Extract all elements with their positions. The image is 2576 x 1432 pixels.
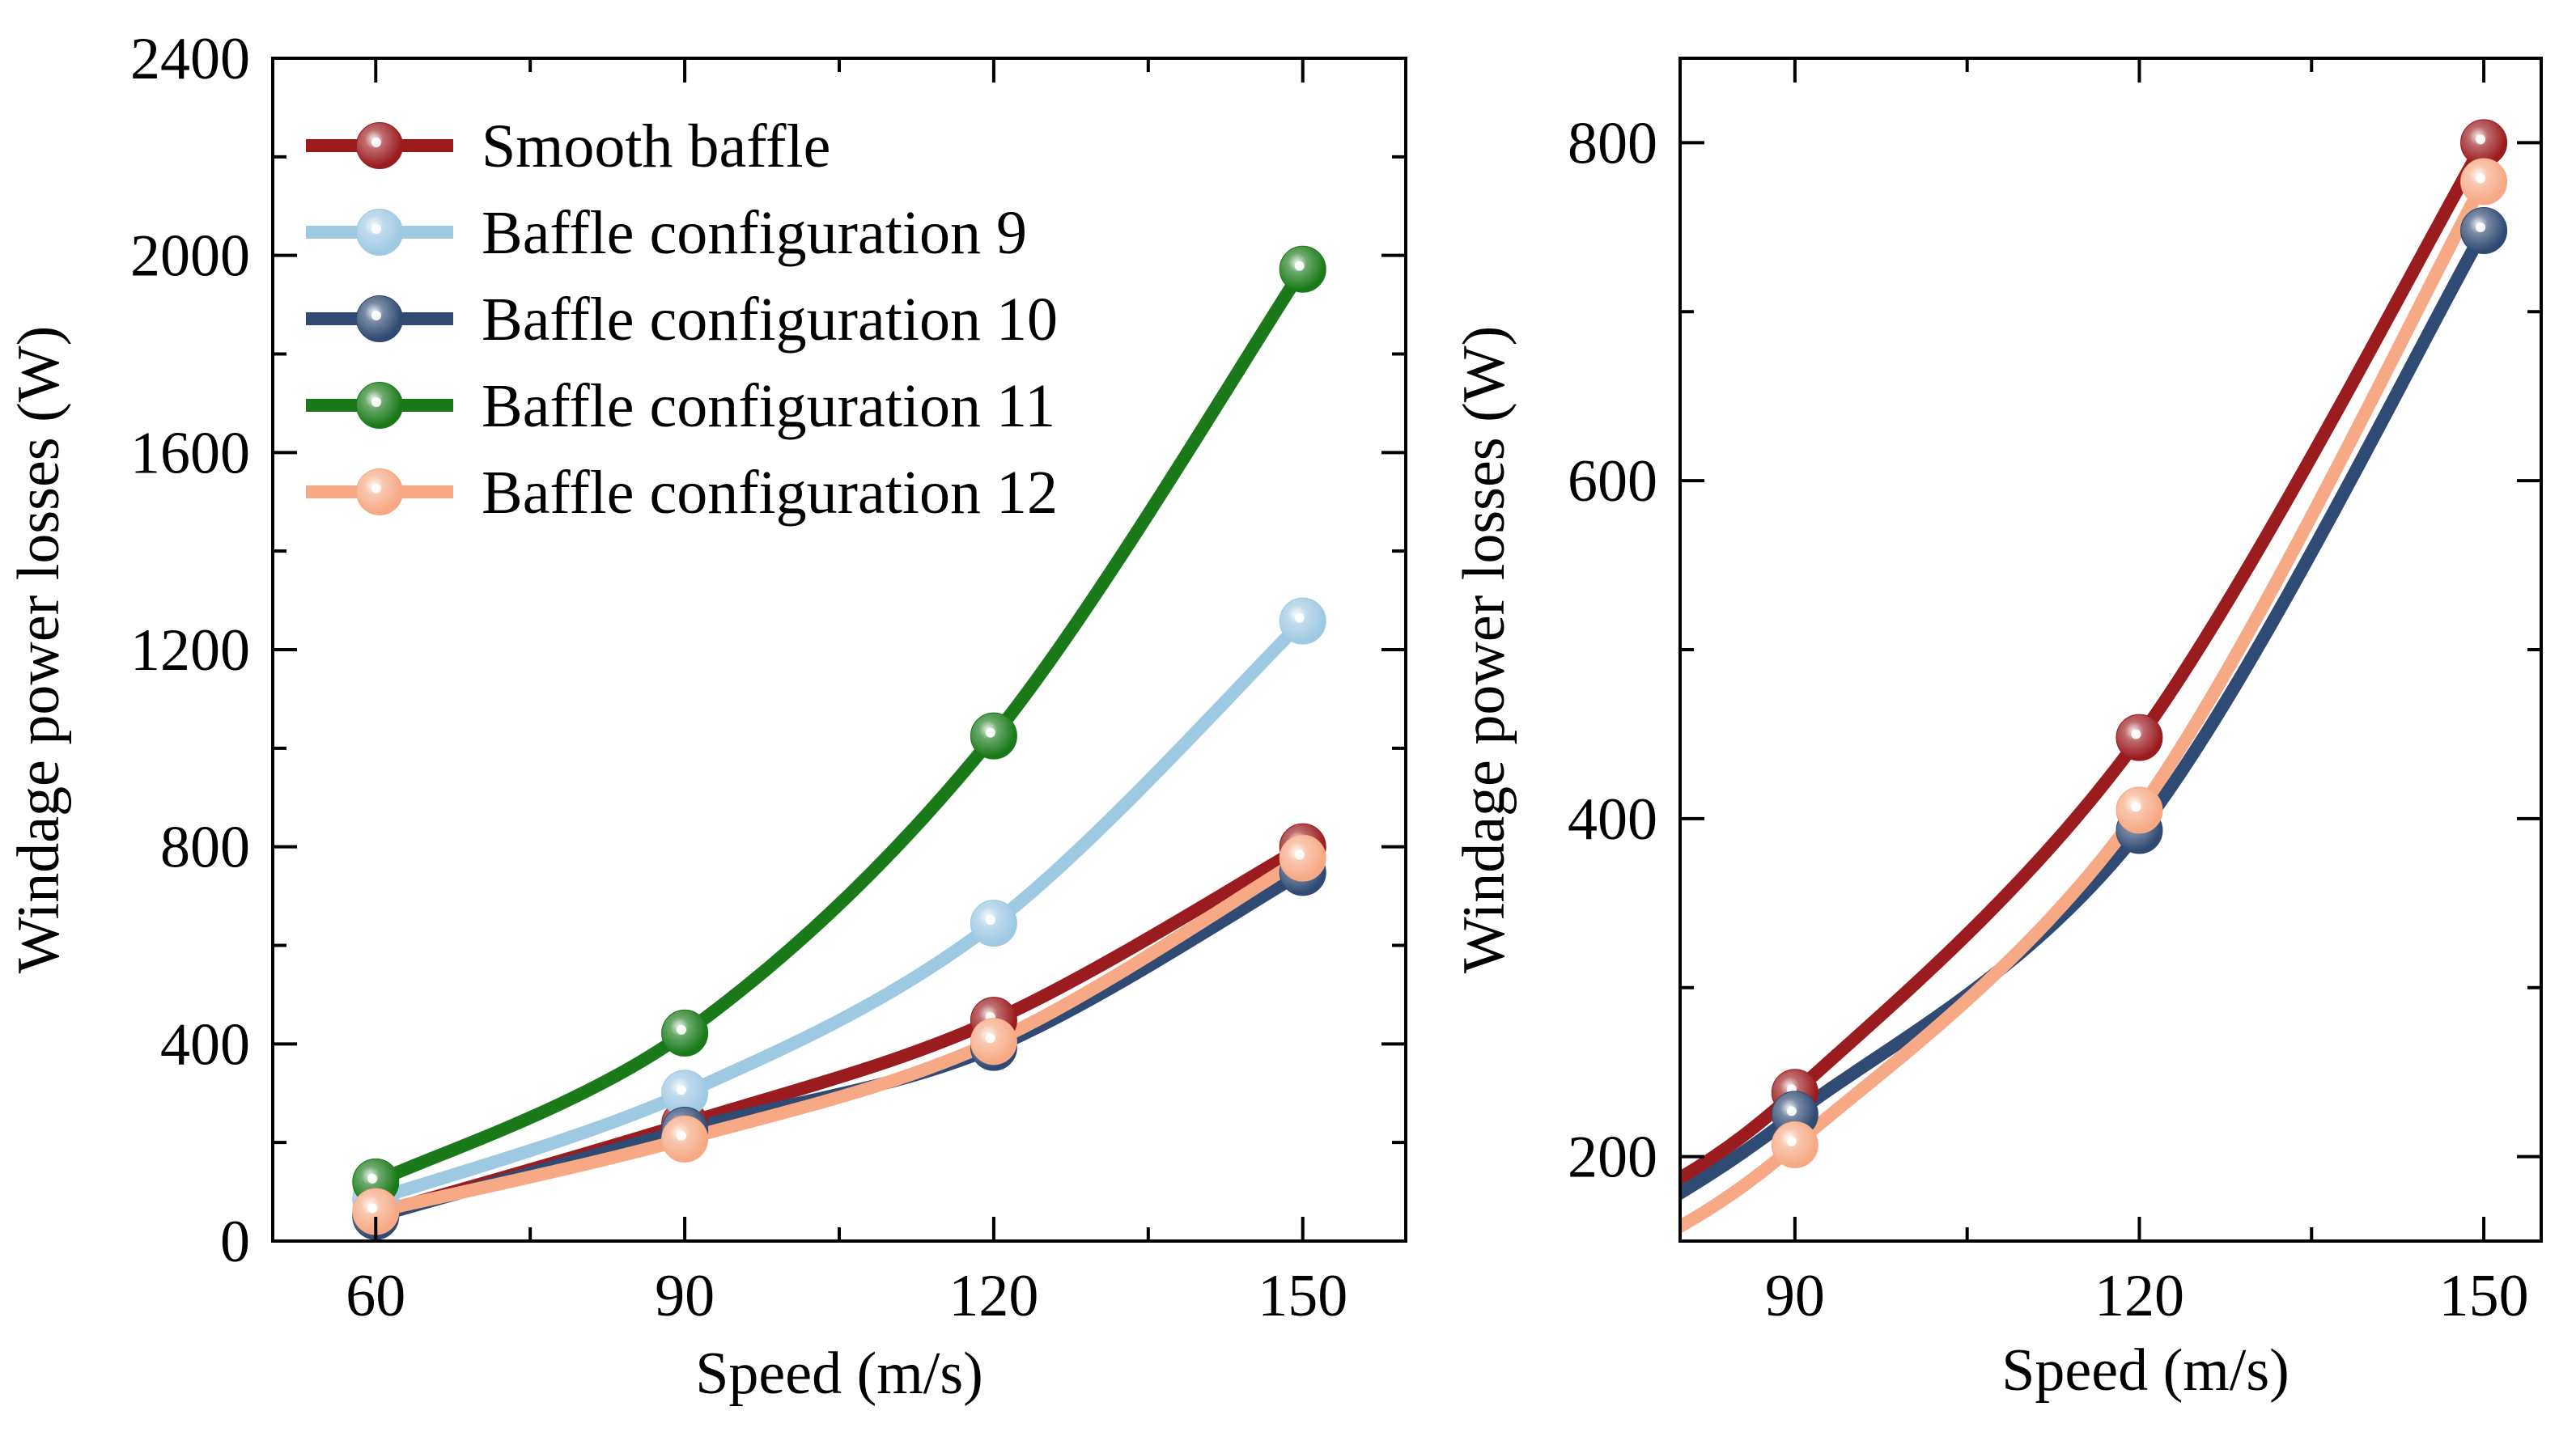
zoom-data-point-smooth-baffle [2116,714,2163,761]
zoom-data-point-baffle-configuration-12 [2460,158,2508,205]
legend-item-baffle-configuration-10: Baffle configuration 10 [306,286,1058,354]
overview-data-point-baffle-configuration-11 [970,712,1017,760]
overview-data-point-baffle-configuration-9 [661,1070,709,1117]
legend-label: Baffle configuration 12 [482,459,1058,527]
zoom-y-tick-label: 400 [1568,786,1657,853]
legend-label: Baffle configuration 10 [482,286,1058,354]
legend-marker [356,382,403,429]
overview-chart-panel: 60 90 120 150 0 400 800 1200 1600 2000 2400 Speed … [6,26,1407,1407]
zoom-chart-panel: 90 120 150 200 400 600 800 Speed (m/s) Windage… [1451,57,2543,1404]
overview-y-tick-label: 1200 [130,617,250,684]
zoom-x-axis-title: Speed (m/s) [2001,1337,2290,1404]
zoom-data-point-smooth-baffle [2460,119,2508,167]
legend-label: Smooth baffle [482,112,830,180]
overview-data-point-baffle-configuration-11 [661,1009,709,1057]
overview-y-tick-label: 800 [160,815,250,881]
zoom-axis-ticks: 90 120 150 200 400 600 800 [1568,58,2541,1329]
legend-marker [356,122,403,169]
overview-data-point-baffle-configuration-12 [661,1115,709,1163]
legend-label: Baffle configuration 9 [482,199,1027,267]
overview-x-tick-label: 120 [948,1263,1038,1329]
zoom-y-tick-label: 800 [1568,110,1657,176]
overview-x-tick-label: 90 [655,1263,715,1329]
zoom-series-line-smooth-baffle [1680,136,2491,1186]
overview-y-tick-label: 1600 [130,420,250,486]
overview-series-line-baffle-configuration-11 [369,262,1309,1188]
legend-item-baffle-configuration-12: Baffle configuration 12 [306,459,1058,527]
zoom-data-point-baffle-configuration-10 [2460,207,2508,255]
zoom-y-axis-title: Windage power losses (W) [1451,326,1517,974]
zoom-data-point-baffle-configuration-12 [1771,1121,1818,1168]
zoom-data-point-baffle-configuration-12 [2116,786,2163,834]
legend-item-baffle-configuration-11: Baffle configuration 11 [306,372,1055,440]
overview-series-line-baffle-configuration-9 [369,614,1309,1206]
zoom-x-tick-label: 150 [2439,1263,2529,1329]
overview-y-tick-label: 2400 [130,26,250,92]
overview-y-tick-label: 400 [160,1011,250,1078]
overview-x-axis-title: Speed (m/s) [695,1341,983,1407]
overview-data-point-baffle-configuration-9 [970,900,1017,947]
overview-x-tick-label: 150 [1258,1263,1347,1329]
overview-series-line-baffle-configuration-12 [369,851,1309,1218]
overview-axis-ticks: 60 90 120 150 0 400 800 1200 1600 2000 2400 [130,26,1406,1329]
zoom-series-layer [1680,119,2508,1234]
chart-legend: Smooth baffle Baffle configuration 9 Baffl… [306,112,1058,527]
legend-label: Baffle configuration 11 [482,372,1055,440]
zoom-series-line-baffle-configuration-12 [1680,175,2491,1234]
overview-series-layer [352,245,1326,1240]
overview-y-axis-title: Windage power losses (W) [6,326,72,974]
overview-data-point-baffle-configuration-9 [1279,597,1326,645]
overview-data-point-baffle-configuration-12 [1279,834,1326,882]
zoom-x-tick-label: 90 [1765,1263,1825,1329]
overview-data-point-baffle-configuration-12 [970,1018,1017,1066]
legend-marker [356,209,403,256]
zoom-y-tick-label: 200 [1568,1125,1657,1191]
overview-data-point-baffle-configuration-11 [1279,245,1326,293]
overview-y-tick-label: 2000 [130,223,250,290]
legend-item-baffle-configuration-9: Baffle configuration 9 [306,199,1027,267]
zoom-x-tick-label: 120 [2094,1263,2184,1329]
legend-marker [356,468,403,515]
overview-x-tick-label: 60 [346,1263,405,1329]
zoom-y-tick-label: 600 [1568,448,1657,515]
legend-marker [356,295,403,342]
overview-y-tick-label: 0 [220,1209,250,1275]
legend-item-smooth-baffle: Smooth baffle [306,112,830,180]
zoom-series-line-baffle-configuration-10 [1680,224,2491,1201]
zoom-plot-frame [1678,57,2543,1243]
overview-data-point-baffle-configuration-12 [352,1188,400,1235]
